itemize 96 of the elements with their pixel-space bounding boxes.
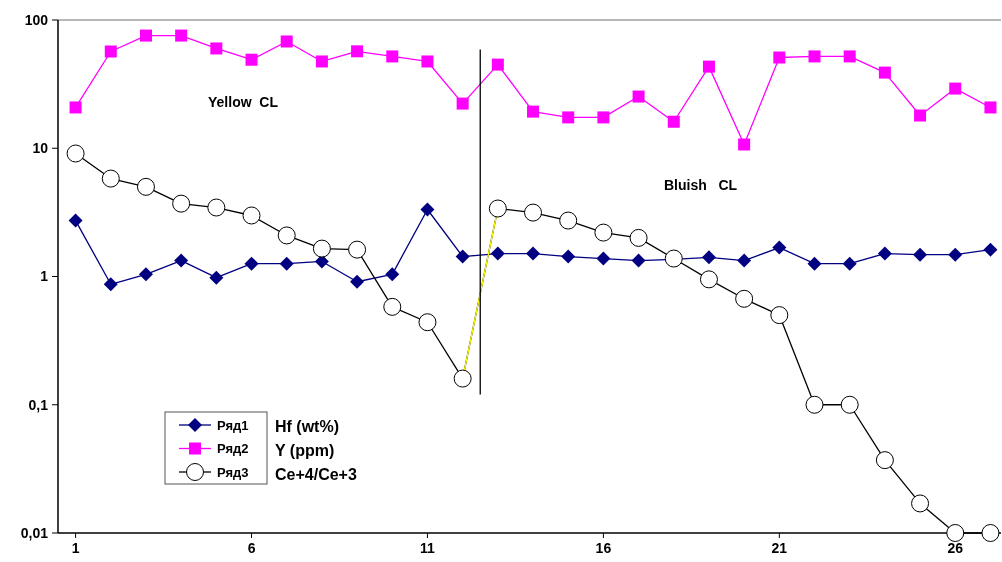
point bbox=[807, 256, 822, 271]
x-tick-label: 21 bbox=[771, 540, 788, 556]
point bbox=[418, 313, 437, 332]
point bbox=[174, 253, 189, 268]
point bbox=[843, 50, 856, 63]
point bbox=[455, 249, 470, 264]
point bbox=[104, 45, 117, 58]
point bbox=[632, 90, 645, 103]
point bbox=[735, 289, 754, 308]
legend-label: Ряд2 bbox=[217, 441, 249, 457]
point bbox=[594, 223, 613, 242]
point bbox=[68, 213, 83, 228]
point bbox=[561, 249, 576, 264]
annotation: Hf (wt%) bbox=[275, 418, 339, 435]
point bbox=[210, 42, 223, 55]
point bbox=[983, 242, 998, 257]
point bbox=[805, 395, 824, 414]
point bbox=[386, 50, 399, 63]
x-tick-label: 11 bbox=[420, 540, 436, 556]
point bbox=[559, 211, 578, 230]
y-tick-label: 10 bbox=[32, 140, 49, 157]
point bbox=[139, 29, 152, 42]
point bbox=[702, 60, 715, 73]
point bbox=[948, 247, 963, 262]
point bbox=[351, 45, 364, 58]
point bbox=[244, 256, 259, 271]
point bbox=[629, 228, 648, 247]
point bbox=[175, 29, 188, 42]
y-tick-label: 0,1 bbox=[28, 396, 49, 413]
point bbox=[842, 256, 857, 271]
point bbox=[280, 35, 293, 48]
point bbox=[701, 250, 716, 265]
point bbox=[245, 53, 258, 66]
point bbox=[491, 58, 504, 71]
legend-label: Ряд1 bbox=[217, 417, 249, 433]
point bbox=[914, 109, 927, 122]
point bbox=[773, 51, 786, 64]
annotation: Y (ppm) bbox=[275, 442, 335, 459]
point bbox=[138, 267, 153, 282]
y-tick-label: 1 bbox=[40, 268, 49, 285]
point bbox=[136, 177, 155, 196]
point bbox=[840, 395, 859, 414]
y-tick-label: 0,01 bbox=[20, 524, 49, 541]
point bbox=[242, 206, 261, 225]
y-tick-label: 100 bbox=[24, 11, 49, 28]
point bbox=[103, 277, 118, 292]
point bbox=[596, 251, 611, 266]
point bbox=[527, 105, 540, 118]
point bbox=[878, 66, 891, 79]
point bbox=[875, 451, 894, 470]
point bbox=[631, 253, 646, 268]
point bbox=[877, 246, 892, 261]
point bbox=[315, 55, 328, 68]
point bbox=[490, 246, 505, 261]
point bbox=[738, 138, 751, 151]
point bbox=[279, 256, 294, 271]
point bbox=[808, 50, 821, 63]
annotation: Ce+4/Ce+3 bbox=[275, 466, 357, 483]
point bbox=[207, 198, 226, 217]
point bbox=[526, 246, 541, 261]
point bbox=[949, 82, 962, 95]
x-tick-label: 1 bbox=[71, 540, 80, 556]
point bbox=[488, 199, 507, 218]
point bbox=[69, 101, 82, 114]
point bbox=[421, 55, 434, 68]
point bbox=[350, 274, 365, 289]
point bbox=[770, 306, 789, 325]
x-tick-label: 6 bbox=[247, 540, 256, 556]
point bbox=[453, 369, 472, 388]
point bbox=[385, 267, 400, 282]
annotation: Bluish CL bbox=[664, 177, 738, 193]
point bbox=[456, 97, 469, 110]
annotation: Yellow CL bbox=[208, 94, 279, 110]
point bbox=[667, 115, 680, 128]
point bbox=[597, 111, 610, 124]
legend-label: Ряд3 bbox=[217, 464, 249, 480]
point bbox=[209, 270, 224, 285]
point bbox=[913, 247, 928, 262]
point bbox=[699, 270, 718, 289]
point bbox=[946, 524, 965, 542]
point bbox=[383, 297, 402, 316]
point bbox=[911, 494, 930, 513]
point bbox=[562, 111, 575, 124]
point bbox=[984, 101, 997, 114]
x-tick-label: 16 bbox=[595, 540, 612, 556]
point bbox=[312, 239, 331, 258]
point bbox=[737, 253, 752, 268]
point bbox=[524, 203, 543, 222]
point bbox=[772, 240, 787, 255]
point bbox=[981, 524, 1000, 542]
point bbox=[420, 202, 435, 217]
x-tick-label: 26 bbox=[947, 540, 964, 556]
point bbox=[101, 169, 120, 188]
point bbox=[277, 226, 296, 245]
point bbox=[348, 240, 367, 259]
point bbox=[172, 194, 191, 213]
